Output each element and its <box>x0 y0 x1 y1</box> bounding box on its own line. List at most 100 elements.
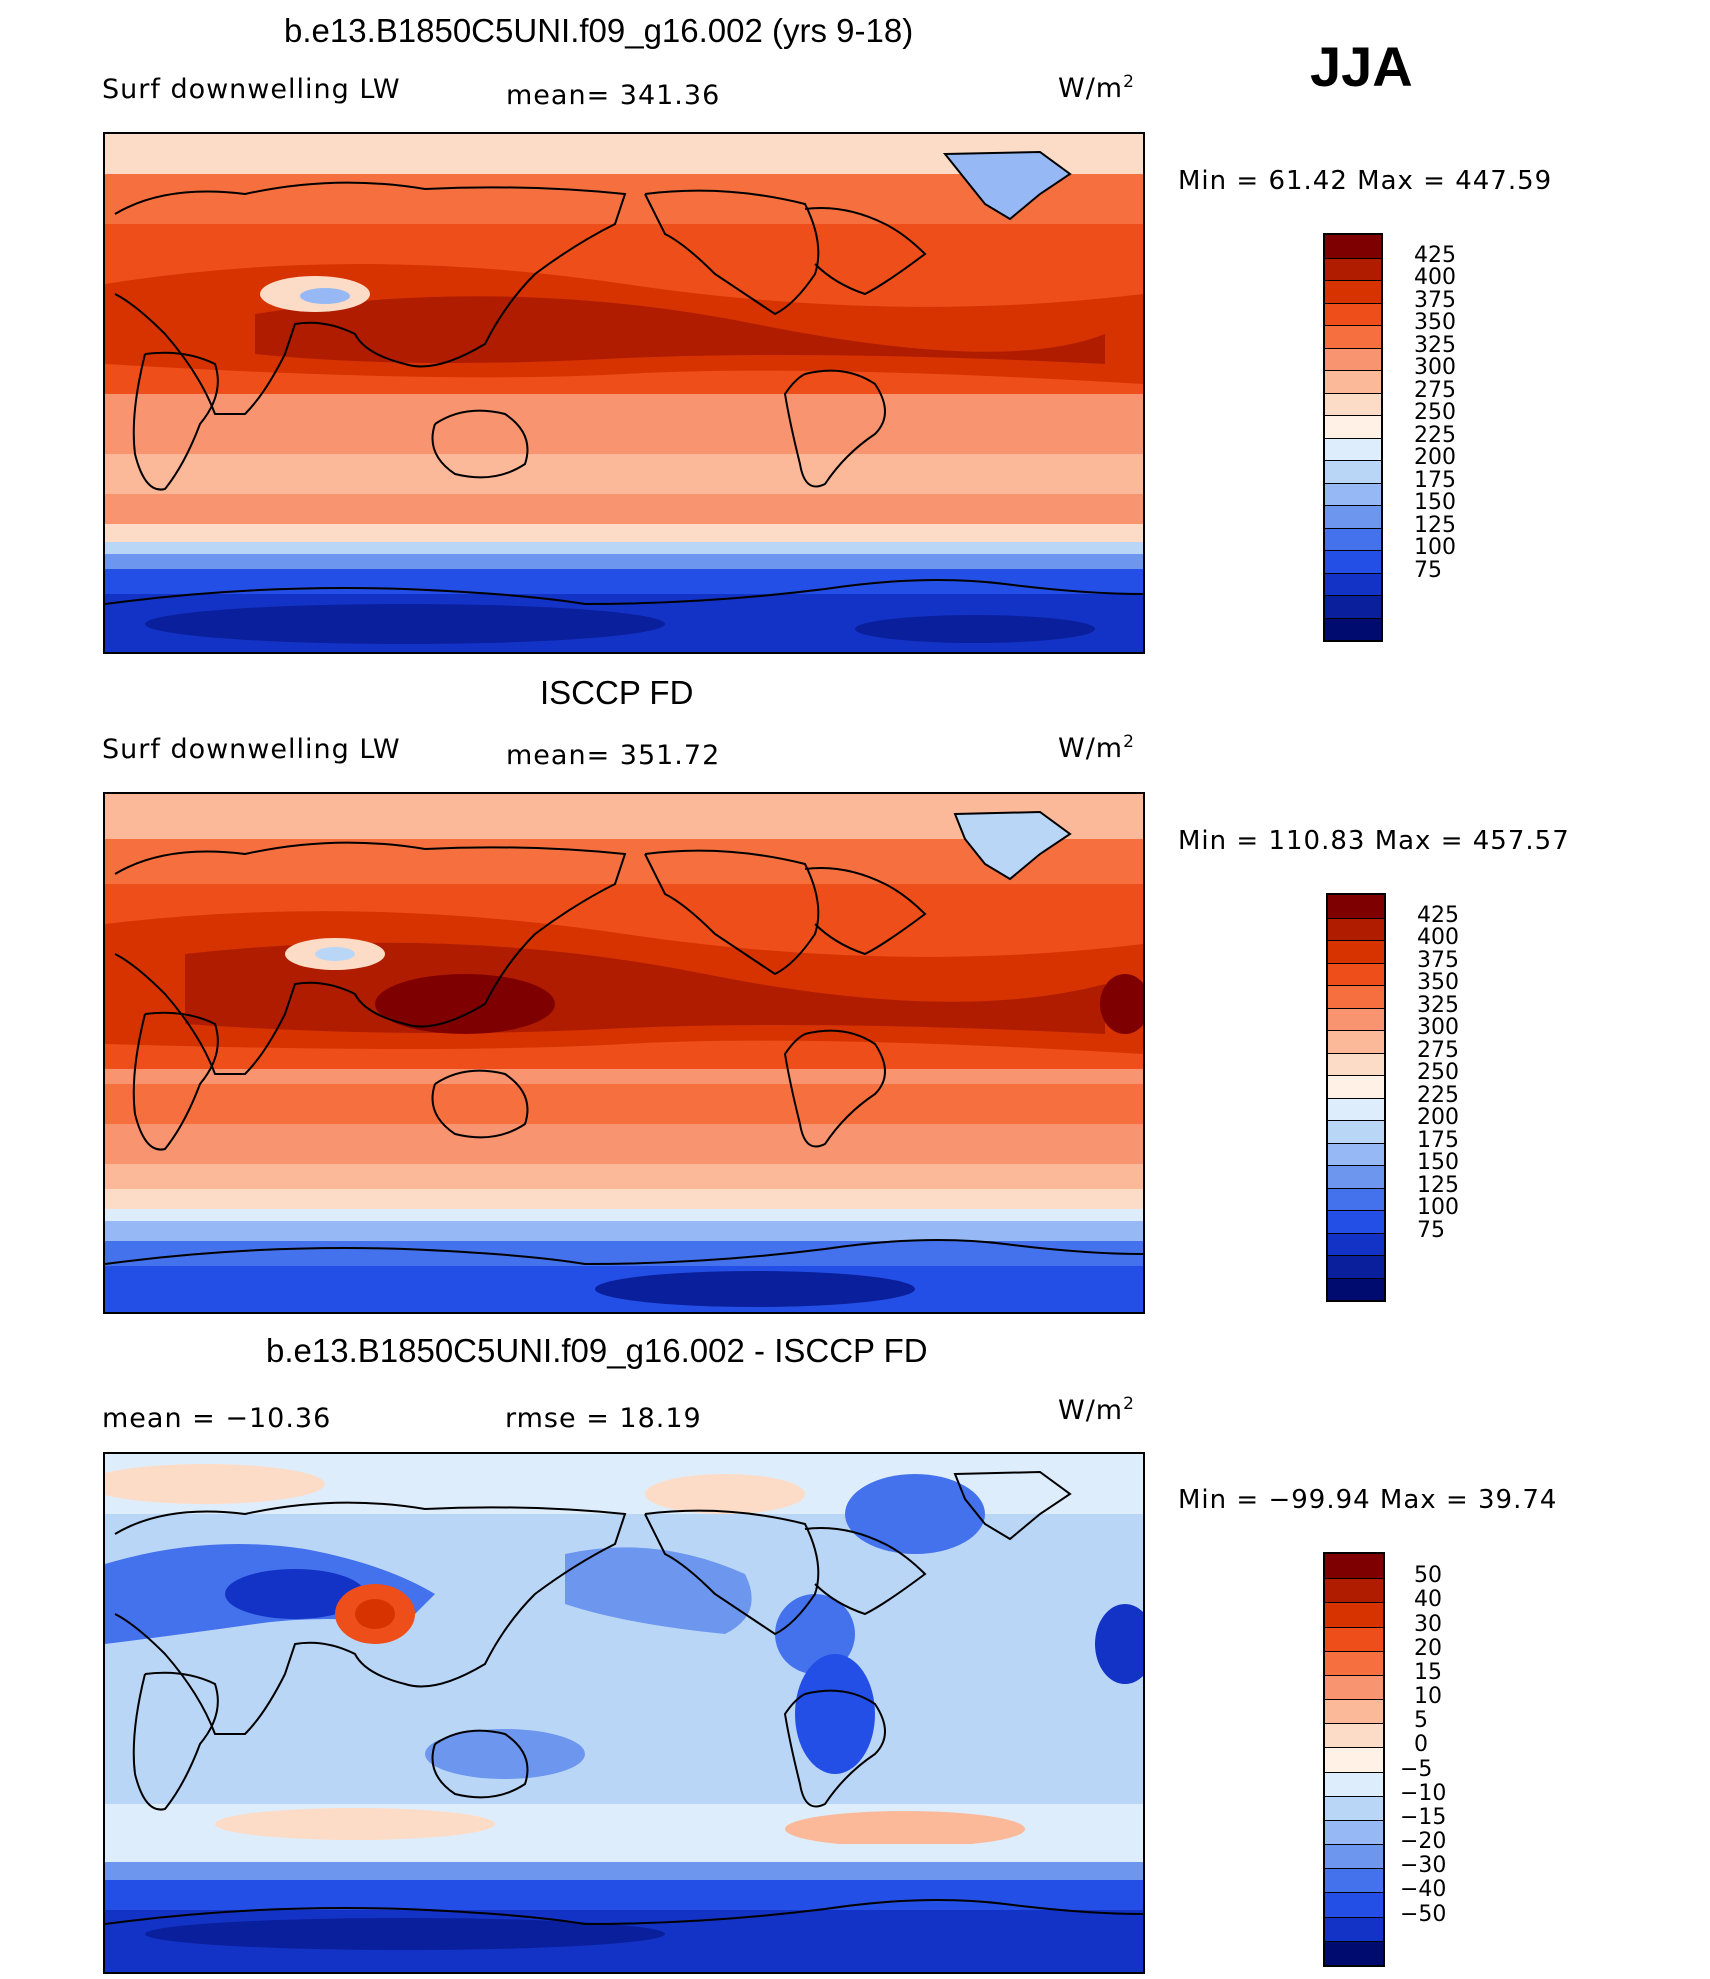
panel-2-colorbar <box>1326 893 1386 1302</box>
panel-2-colorbar-labels: 425 400 375 350 325 300 275 250 225 200 175 150 125 1… <box>1403 893 1483 1302</box>
colorbar-swatch <box>1325 617 1381 640</box>
colorbar-tick-label: 275 <box>1414 377 1456 403</box>
panel-2-title: ISCCP FD <box>540 674 694 711</box>
colorbar-tick-label: 200 <box>1417 1105 1459 1130</box>
colorbar-tick-label: 150 <box>1414 490 1456 515</box>
colorbar-swatch <box>1325 1771 1383 1796</box>
panel-3-mean-label: mean = −10.36 <box>102 1403 332 1434</box>
panel-2-variable-label: Surf downwelling LW <box>102 734 401 765</box>
colorbar-swatch <box>1328 985 1384 1008</box>
colorbar-swatch <box>1325 1819 1383 1845</box>
colorbar-tick-label: 375 <box>1417 947 1459 973</box>
colorbar-tick-label: −30 <box>1400 1853 1447 1879</box>
colorbar-swatch <box>1325 460 1381 483</box>
colorbar-swatch <box>1325 595 1381 618</box>
colorbar-tick-label: −15 <box>1400 1804 1447 1830</box>
colorbar-tick-label: 30 <box>1414 1611 1442 1637</box>
colorbar-swatch <box>1325 1795 1383 1820</box>
colorbar-swatch <box>1328 1210 1384 1233</box>
colorbar-swatch <box>1325 370 1381 393</box>
panel-3-colorbar-labels: 50 40 30 20 15 10 5 0 −5 −10 −15 −20 −30 −40 −50 <box>1400 1552 1480 1967</box>
colorbar-swatch <box>1328 1277 1384 1300</box>
colorbar-tick-label: 75 <box>1417 1217 1445 1243</box>
model-field-map <box>103 132 1145 654</box>
observation-field-contours <box>105 794 1143 1312</box>
colorbar-tick-label: 75 <box>1414 557 1442 583</box>
colorbar-swatch <box>1325 1674 1383 1700</box>
colorbar-tick-label: −20 <box>1400 1829 1447 1855</box>
panel-2-mean-label: mean= 351.72 <box>506 740 721 771</box>
colorbar-tick-label: 10 <box>1414 1684 1442 1710</box>
colorbar-tick-label: 300 <box>1417 1015 1459 1040</box>
panel-1-colorbar-labels: 425 400 375 350 325 300 275 250 225 200 175 150 125 1… <box>1400 233 1480 642</box>
colorbar-tick-label: 125 <box>1414 512 1456 538</box>
colorbar-swatch <box>1328 1120 1384 1143</box>
panel-1-units: W/m2 <box>1058 72 1135 104</box>
colorbar-swatch <box>1325 1723 1383 1748</box>
colorbar-tick-label: 275 <box>1417 1037 1459 1063</box>
colorbar-tick-label: 150 <box>1417 1150 1459 1175</box>
colorbar-swatch <box>1328 1097 1384 1120</box>
colorbar-swatch <box>1325 1747 1383 1772</box>
colorbar-tick-label: 300 <box>1414 355 1456 380</box>
colorbar-tick-label: 200 <box>1414 445 1456 470</box>
colorbar-swatch <box>1328 940 1384 963</box>
colorbar-tick-label: 325 <box>1414 332 1456 358</box>
colorbar-swatch <box>1325 280 1381 303</box>
colorbar-swatch <box>1325 415 1381 438</box>
colorbar-tick-label: 375 <box>1414 287 1456 313</box>
colorbar-tick-label: 425 <box>1417 902 1459 928</box>
season-label: JJA <box>1310 35 1413 98</box>
colorbar-swatch <box>1328 1030 1384 1053</box>
colorbar-tick-label: −40 <box>1400 1877 1447 1903</box>
colorbar-swatch <box>1328 1255 1384 1278</box>
model-field-contours <box>105 134 1143 652</box>
panel-2-minmax: Min = 110.83 Max = 457.57 <box>1178 826 1570 856</box>
observation-field-map <box>103 792 1145 1314</box>
colorbar-tick-label: 15 <box>1414 1659 1442 1685</box>
colorbar-tick-label: 325 <box>1417 992 1459 1018</box>
colorbar-swatch <box>1325 550 1381 573</box>
panel-3-rmse-label: rmse = 18.19 <box>505 1403 702 1434</box>
colorbar-swatch <box>1325 1626 1383 1651</box>
colorbar-tick-label: 225 <box>1417 1082 1459 1108</box>
colorbar-swatch <box>1328 962 1384 985</box>
panel-1-title: b.e13.B1850C5UNI.f09_g16.002 (yrs 9-18) <box>284 12 914 49</box>
colorbar-swatch <box>1325 1868 1383 1893</box>
colorbar-tick-label: 350 <box>1414 310 1456 335</box>
colorbar-tick-label: 250 <box>1417 1060 1459 1085</box>
colorbar-swatch <box>1325 235 1381 258</box>
colorbar-tick-label: 5 <box>1414 1708 1428 1734</box>
colorbar-swatch <box>1325 392 1381 415</box>
colorbar-tick-label: 250 <box>1414 400 1456 425</box>
panel-3-colorbar <box>1323 1552 1385 1967</box>
colorbar-tick-label: 100 <box>1414 535 1456 560</box>
panel-1-minmax: Min = 61.42 Max = 447.59 <box>1178 166 1553 196</box>
colorbar-tick-label: 125 <box>1417 1172 1459 1198</box>
colorbar-swatch <box>1325 437 1381 460</box>
colorbar-swatch <box>1325 1699 1383 1724</box>
colorbar-swatch <box>1325 1916 1383 1941</box>
colorbar-swatch <box>1325 347 1381 370</box>
panel-3-title: b.e13.B1850C5UNI.f09_g16.002 - ISCCP FD <box>266 1332 928 1369</box>
difference-field-contours <box>105 1454 1143 1972</box>
colorbar-tick-label: −5 <box>1400 1756 1433 1782</box>
colorbar-swatch <box>1328 1165 1384 1188</box>
colorbar-swatch <box>1328 895 1384 918</box>
colorbar-swatch <box>1328 1075 1384 1098</box>
colorbar-swatch <box>1328 1007 1384 1030</box>
panel-3-minmax: Min = −99.94 Max = 39.74 <box>1178 1485 1558 1515</box>
colorbar-swatch <box>1325 1650 1383 1675</box>
colorbar-tick-label: 50 <box>1414 1563 1442 1589</box>
panel-1-colorbar <box>1323 233 1383 642</box>
colorbar-tick-label: 100 <box>1417 1195 1459 1220</box>
colorbar-tick-label: 0 <box>1414 1732 1428 1758</box>
colorbar-tick-label: 175 <box>1414 467 1456 493</box>
colorbar-swatch <box>1328 1052 1384 1075</box>
colorbar-tick-label: 175 <box>1417 1127 1459 1153</box>
colorbar-swatch <box>1325 1554 1383 1579</box>
colorbar-swatch <box>1325 1940 1383 1965</box>
colorbar-swatch <box>1325 527 1381 550</box>
colorbar-swatch <box>1325 1578 1383 1603</box>
panel-2-units: W/m2 <box>1058 732 1135 764</box>
